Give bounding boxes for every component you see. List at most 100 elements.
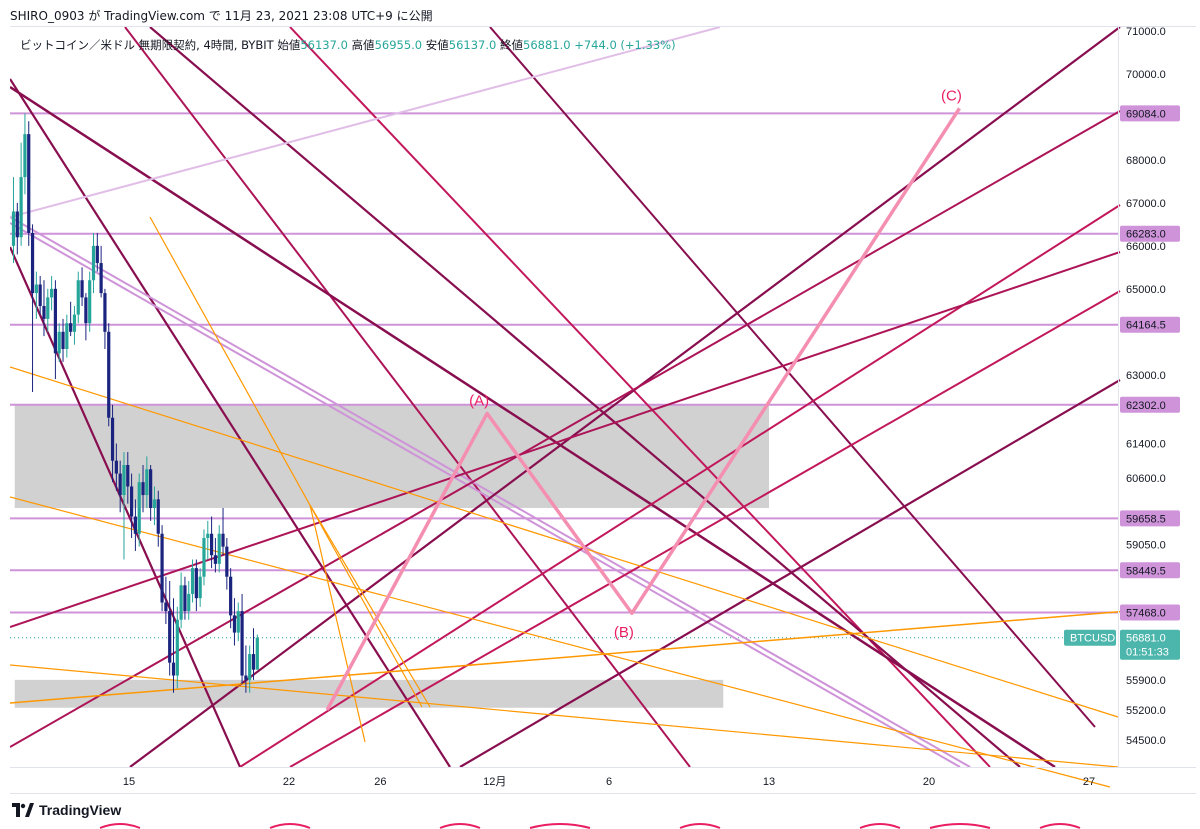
price-level-label: 58449.5 [1126, 565, 1166, 577]
candle-body [126, 464, 130, 487]
candle-body [240, 611, 244, 676]
candle-body [175, 619, 179, 676]
y-tick-label: 66000.0 [1126, 241, 1166, 253]
y-tick-label: 67000.0 [1126, 198, 1166, 210]
wave-label: (A) [469, 392, 489, 409]
symbol-name: ビットコイン／米ドル 無期限契約, 4時間, BYBIT [20, 38, 274, 52]
candle-body [198, 576, 202, 599]
candle-body [57, 331, 61, 354]
candle-body [156, 499, 160, 534]
candle-body [80, 280, 84, 298]
trend-line [10, 664, 1119, 768]
price-chart[interactable]: (A)(B)(C) 71000.070000.068000.067000.066… [10, 27, 1196, 793]
candle-body [244, 675, 248, 680]
open-value: 56137.0 [300, 38, 348, 52]
candle-body [133, 516, 138, 534]
price-level-badge [1120, 316, 1180, 333]
candle-body [122, 464, 126, 496]
candle-body [118, 473, 122, 496]
candle-body [183, 585, 187, 612]
candle-body [19, 177, 23, 238]
candle-body [88, 280, 92, 324]
price-level-badge [1120, 562, 1180, 579]
trend-line [149, 27, 1021, 768]
candle-body [103, 293, 107, 332]
x-tick-label: 12月 [483, 776, 506, 788]
price-level-badge [1120, 105, 1180, 122]
candle-body [46, 297, 50, 319]
footer-brand[interactable]: TradingView [12, 802, 121, 818]
trend-line [10, 78, 451, 768]
x-tick-label: 26 [374, 776, 386, 788]
candle-body [49, 288, 54, 298]
candle-body [221, 533, 225, 547]
current-price-badge [1120, 629, 1180, 660]
candle-body [225, 546, 229, 577]
trend-line [309, 504, 366, 743]
y-tick-label: 71000.0 [1126, 27, 1166, 38]
price-level-badge [1120, 396, 1180, 413]
candle-body [206, 533, 210, 539]
candle-body [129, 486, 134, 517]
candle-body [53, 288, 58, 354]
candle-body [149, 469, 153, 508]
price-level-label: 66283.0 [1126, 229, 1166, 241]
low-value: 56137.0 [448, 38, 497, 52]
trend-line [10, 610, 1129, 704]
candle-body [251, 654, 256, 670]
candle-body [190, 568, 195, 594]
candle-body [72, 314, 77, 332]
y-tick-label: 54500.0 [1126, 735, 1166, 747]
symbol-badge-label: BTCUSD [1070, 633, 1115, 645]
candle-body [145, 469, 149, 496]
candle-body [23, 134, 27, 178]
candle-body [236, 611, 240, 633]
candle-body [209, 533, 214, 556]
candle-body [27, 134, 31, 233]
y-tick-label: 59050.0 [1126, 539, 1166, 551]
close-value: 56881.0 [523, 38, 571, 52]
symbol-info: ビットコイン／米ドル 無期限契約, 4時間, BYBIT 始値56137.0 高… [20, 37, 676, 53]
current-price-label: 56881.0 [1126, 633, 1166, 645]
wave-projection-path [325, 107, 961, 711]
low-label: 安値 [425, 38, 449, 52]
candle-body [76, 280, 80, 315]
x-tick-label: 22 [283, 776, 295, 788]
candle-body [187, 593, 191, 612]
candle-body [34, 284, 38, 294]
trend-line [459, 379, 1121, 768]
y-tick-label: 70000.0 [1126, 69, 1166, 81]
candle-body [137, 482, 141, 534]
candle-body [164, 602, 168, 612]
trend-line [10, 216, 971, 768]
candle-body [110, 417, 115, 461]
y-tick-label: 55200.0 [1126, 705, 1166, 717]
candle-body [61, 331, 65, 349]
high-value: 56955.0 [374, 38, 423, 52]
price-level-badge [1120, 604, 1180, 621]
trend-line [10, 366, 1119, 718]
trend-line [489, 27, 1096, 728]
y-tick-label: 65000.0 [1126, 284, 1166, 296]
trend-line [10, 251, 1121, 628]
x-tick-label: 27 [1083, 776, 1095, 788]
y-tick-label: 60600.0 [1126, 473, 1166, 485]
candle-body [107, 331, 111, 418]
trend-line [10, 85, 1056, 769]
open-label: 始値 [277, 38, 301, 52]
symbol-badge [1064, 629, 1116, 646]
price-level-label: 64164.5 [1126, 320, 1166, 332]
trend-line [309, 504, 431, 708]
y-tick-label: 55900.0 [1126, 675, 1166, 687]
candle-body [114, 460, 118, 474]
chart-area[interactable]: (A) (B) (C) 71000.0 70000.0 68000.0 67000.0 66… [10, 26, 1196, 794]
brand-name: TradingView [39, 802, 122, 818]
high-label: 高値 [351, 38, 375, 52]
trend-line [124, 27, 691, 768]
trend-line [10, 27, 721, 218]
candle-body [91, 245, 96, 281]
candle-body [160, 533, 164, 603]
candle-body [152, 499, 157, 508]
wave-label: (C) [941, 87, 962, 104]
price-level-label: 69084.0 [1126, 108, 1166, 120]
